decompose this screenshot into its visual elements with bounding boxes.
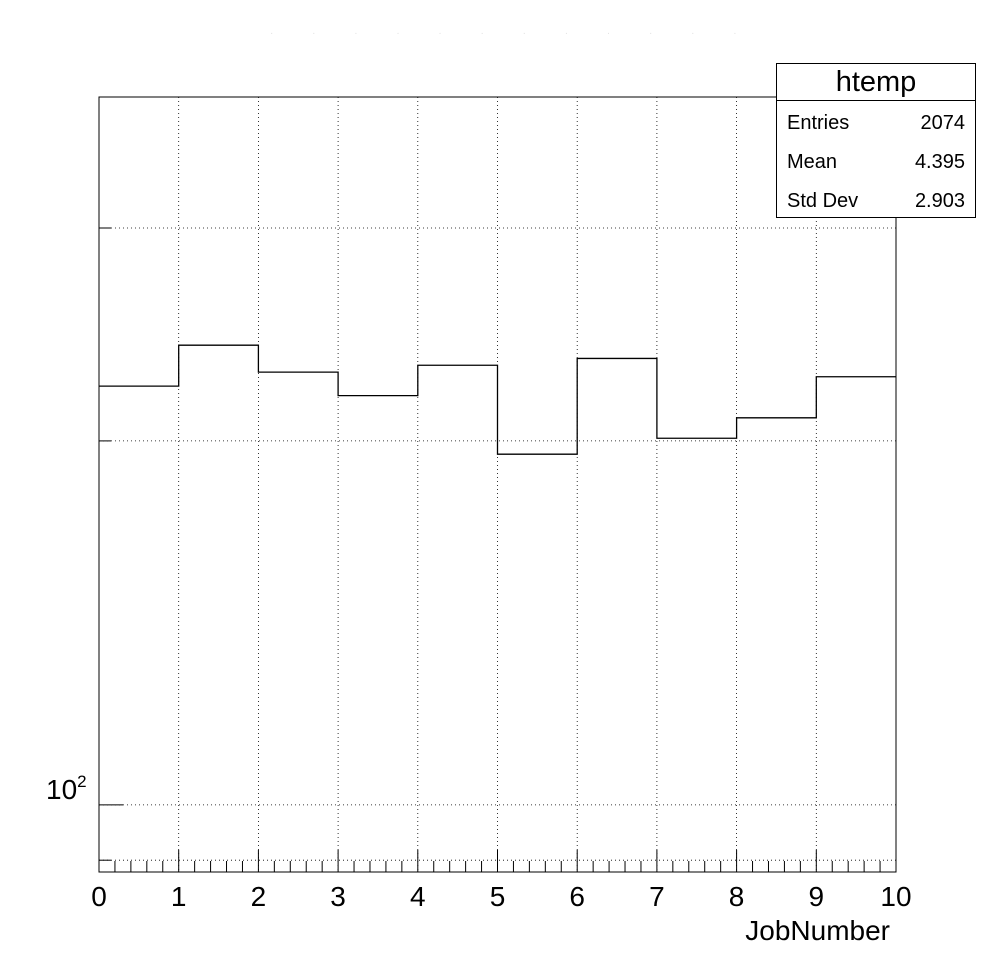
histogram-outline xyxy=(99,344,896,455)
x-tick-label: 9 xyxy=(809,881,825,912)
faint-title-dots: · · · · · · · · · · · · xyxy=(270,28,755,39)
grid-lines xyxy=(99,97,896,872)
y-tick-base: 10 xyxy=(46,774,77,805)
stats-row-mean: Mean 4.395 xyxy=(787,147,965,177)
x-tick-label: 1 xyxy=(171,881,187,912)
stats-row-entries: Entries 2074 xyxy=(787,108,965,138)
y-tick-label-100: 102 xyxy=(46,772,87,805)
x-tick-label: 6 xyxy=(569,881,585,912)
stats-label: Mean xyxy=(787,151,838,173)
stats-box: htemp Entries 2074 Mean 4.395 Std Dev 2.… xyxy=(776,63,976,218)
stats-label: Std Dev xyxy=(787,190,859,212)
stats-value: 2.903 xyxy=(914,190,965,212)
x-axis-label: JobNumber xyxy=(745,915,890,946)
x-tick-label: 5 xyxy=(490,881,506,912)
x-tick-label: 2 xyxy=(251,881,267,912)
stats-title: htemp xyxy=(777,64,975,101)
x-tick-label: 8 xyxy=(729,881,745,912)
x-tick-label: 7 xyxy=(649,881,665,912)
histogram-series xyxy=(99,344,896,455)
axis-tick-labels: 0 1 2 3 4 5 6 7 8 9 10 xyxy=(91,881,911,912)
x-tick-label: 3 xyxy=(330,881,346,912)
x-tick-label: 4 xyxy=(410,881,426,912)
axis-ticks xyxy=(98,227,897,872)
stats-value: 2074 xyxy=(920,112,966,134)
x-tick-label: 0 xyxy=(91,881,107,912)
stats-row-stddev: Std Dev 2.903 xyxy=(787,186,965,216)
x-tick-label: 10 xyxy=(880,881,911,912)
stats-label: Entries xyxy=(787,112,850,134)
y-tick-exponent: 2 xyxy=(77,772,86,791)
stats-value: 4.395 xyxy=(914,151,965,173)
